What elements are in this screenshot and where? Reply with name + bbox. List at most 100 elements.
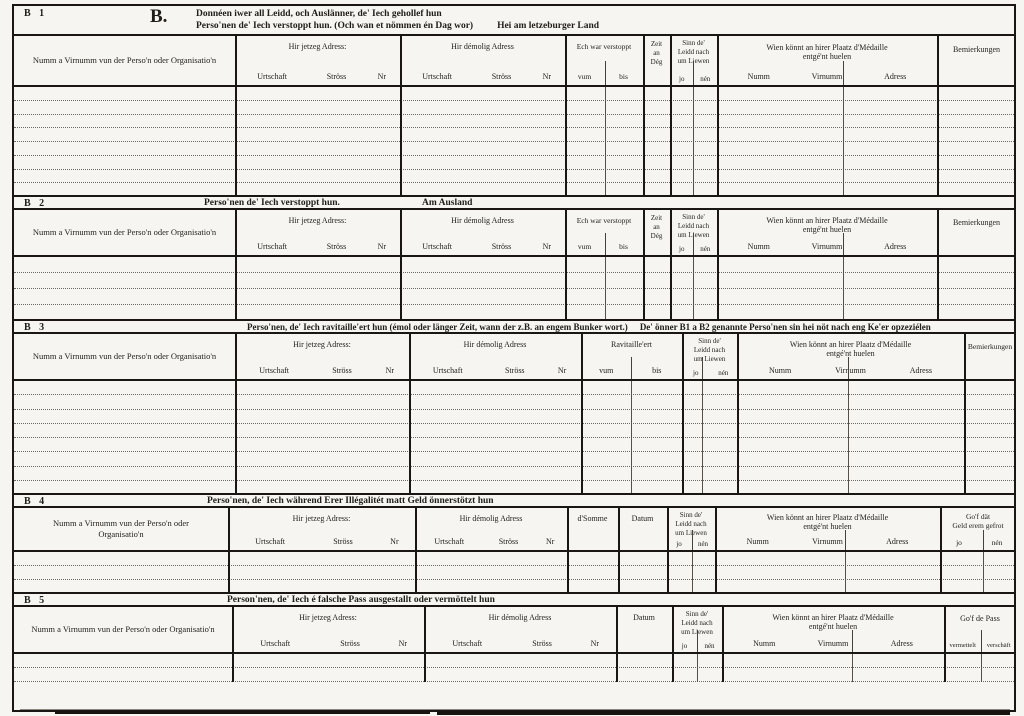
column-divider: [565, 36, 567, 85]
column-divider: [670, 36, 672, 85]
column-divider: [605, 233, 606, 255]
col-name: Numm a Virnumm vun der Perso'n oder Orga…: [32, 351, 217, 362]
col-label-virnumm: Virnumm: [817, 639, 849, 648]
section-b1: B 1 B. Donnéen iwer all Leidd, och Auslä…: [14, 6, 1014, 197]
empty-form-row: [14, 481, 1014, 493]
col-group-jetzeg-adress: Hir jetzeg Adress: Urtschaft Ströss Nr: [228, 508, 415, 550]
col-label-demolig: Hir démolig Adress: [488, 613, 552, 622]
scan-edge-artifact: [20, 709, 1010, 710]
column-divider: [643, 36, 645, 85]
col-label-sinn3: um Liewen: [693, 354, 726, 363]
col-name: Numm a Virnumm vun der Perso'n oder Orga…: [32, 227, 217, 238]
column-divider: [940, 552, 942, 592]
col-label-zeit: Zeit: [650, 40, 663, 48]
col-label-vum: vum: [577, 72, 592, 81]
col-label-stross: Ströss: [504, 366, 525, 375]
col-label-nen: nén: [700, 75, 711, 83]
column-divider: [672, 607, 674, 652]
section-b1-title-row: B 1 B. Donnéen iwer all Leidd, och Auslä…: [14, 6, 1014, 36]
col-label-deg: Dég: [650, 57, 663, 66]
column-divider: [643, 87, 645, 195]
section-b1-body: [14, 87, 1014, 197]
col-group-demolig-adress: Hir démolig Adress Urtschaft Ströss Nr: [409, 334, 581, 379]
column-divider: [981, 654, 982, 682]
section-title: Perso'nen, de' Iech während Erer Illégal…: [207, 496, 494, 506]
col-bemierkungen: Bemierkungen: [937, 210, 1014, 255]
column-divider: [937, 257, 939, 319]
col-group-demolig-adress: Hir démolig Adress Urtschaft Ströss Nr: [415, 508, 567, 550]
column-divider: [717, 36, 719, 85]
col-label-urtschaft: Urtschaft: [422, 242, 452, 251]
column-divider: [670, 87, 672, 195]
column-divider: [415, 552, 417, 592]
col-label-stross: Ströss: [326, 72, 347, 81]
column-divider: [235, 381, 237, 493]
column-divider: [581, 381, 583, 493]
col-label-stross: Ströss: [491, 72, 512, 81]
section-b4: B 4 Perso'nen, de' Iech während Erer Ill…: [14, 495, 1014, 594]
col-label-urtschaft: Urtschaft: [432, 366, 463, 375]
col-label-nen: nén: [704, 642, 715, 650]
col-label-nen: nén: [718, 369, 729, 377]
column-divider: [631, 381, 632, 493]
section-title: Person'nen, de' Iech é falsche Pass ausg…: [227, 595, 495, 605]
col-label-jo: jo: [681, 642, 688, 650]
section-b5-title-row: B 5 Person'nen, de' Iech é falsche Pass …: [14, 594, 1014, 607]
column-divider: [981, 630, 982, 652]
column-divider: [697, 654, 698, 682]
col-label-jetzeg: Hir jetzeg Adress:: [299, 613, 357, 622]
col-label-sinn2: Leidd nach: [677, 221, 710, 230]
column-divider: [605, 61, 606, 85]
col-label-demolig: Hir démolig Adress: [459, 514, 523, 523]
col-label-jetzeg: Hir jetzeg Adress:: [288, 42, 347, 51]
col-group-medaille: Wien könnt an hirer Plaatz d'Médaille en…: [715, 508, 940, 550]
col-group-jetzeg-adress: Hir jetzeg Adress: Urtschaft Ströss Nr: [235, 210, 400, 255]
column-divider: [618, 552, 620, 592]
col-label-wien1: Wien könnt an hirer Plaatz d'Médaille: [766, 43, 888, 52]
empty-form-row: [14, 87, 1014, 101]
column-divider: [424, 654, 426, 682]
column-divider: [937, 210, 939, 255]
col-group-demolig-adress: Hir démolig Adress Urtschaft Ströss Nr: [424, 607, 616, 652]
empty-form-row: [14, 156, 1014, 170]
col-label-bis: bis: [652, 366, 662, 375]
column-divider: [235, 87, 237, 195]
column-divider: [565, 87, 567, 195]
col-label-nr: Nr: [542, 242, 552, 251]
col-label-dsomme: d'Somme: [577, 514, 608, 523]
col-label-jo: jo: [676, 540, 682, 548]
col-label-numm: Numm: [746, 537, 769, 546]
column-divider: [616, 654, 618, 682]
section-b5: B 5 Person'nen, de' Iech é falsche Pass …: [14, 594, 1014, 682]
empty-form-row: [14, 552, 1014, 566]
col-label-bemierkungen: Bemierkungen: [967, 342, 1013, 351]
col-label-nr: Nr: [377, 242, 387, 251]
col-label-adress: Adress: [909, 366, 932, 375]
empty-form-row: [14, 257, 1014, 273]
column-divider: [643, 210, 645, 255]
col-group-sinn-liewen: Sinn de' Leidd nach um Liewen jo nén: [670, 36, 717, 85]
column-divider: [672, 654, 674, 682]
col-label-bis: bis: [619, 242, 628, 251]
col-label-jo: jo: [679, 75, 685, 83]
column-divider: [852, 654, 853, 682]
column-divider: [722, 654, 724, 682]
col-bemierkungen: Bemierkungen: [964, 334, 1014, 379]
column-divider: [643, 257, 645, 319]
section-b3: B 3 Perso'nen, de' Iech ravitaille'ert h…: [14, 321, 1014, 495]
empty-form-row: [14, 467, 1014, 481]
col-label-ravitailleert: Ravitaille'ert: [611, 340, 652, 349]
column-divider: [964, 334, 966, 379]
col-label-sinn3: um Liewen: [675, 528, 707, 537]
column-divider: [693, 257, 694, 319]
col-label-urtschaft: Urtschaft: [257, 72, 287, 81]
empty-form-row: [14, 142, 1014, 156]
column-divider: [702, 381, 703, 493]
col-label-deg: Dég: [650, 231, 663, 240]
empty-form-row: [14, 115, 1014, 129]
col-label-sinn3: um Liewen: [677, 56, 710, 65]
col-group-jetzeg-adress: Hir jetzeg Adress: Urtschaft Ströss Nr: [232, 607, 424, 652]
col-label-adress: Adress: [890, 639, 913, 648]
col-label-stross: Ströss: [491, 242, 512, 251]
column-divider: [693, 87, 694, 195]
